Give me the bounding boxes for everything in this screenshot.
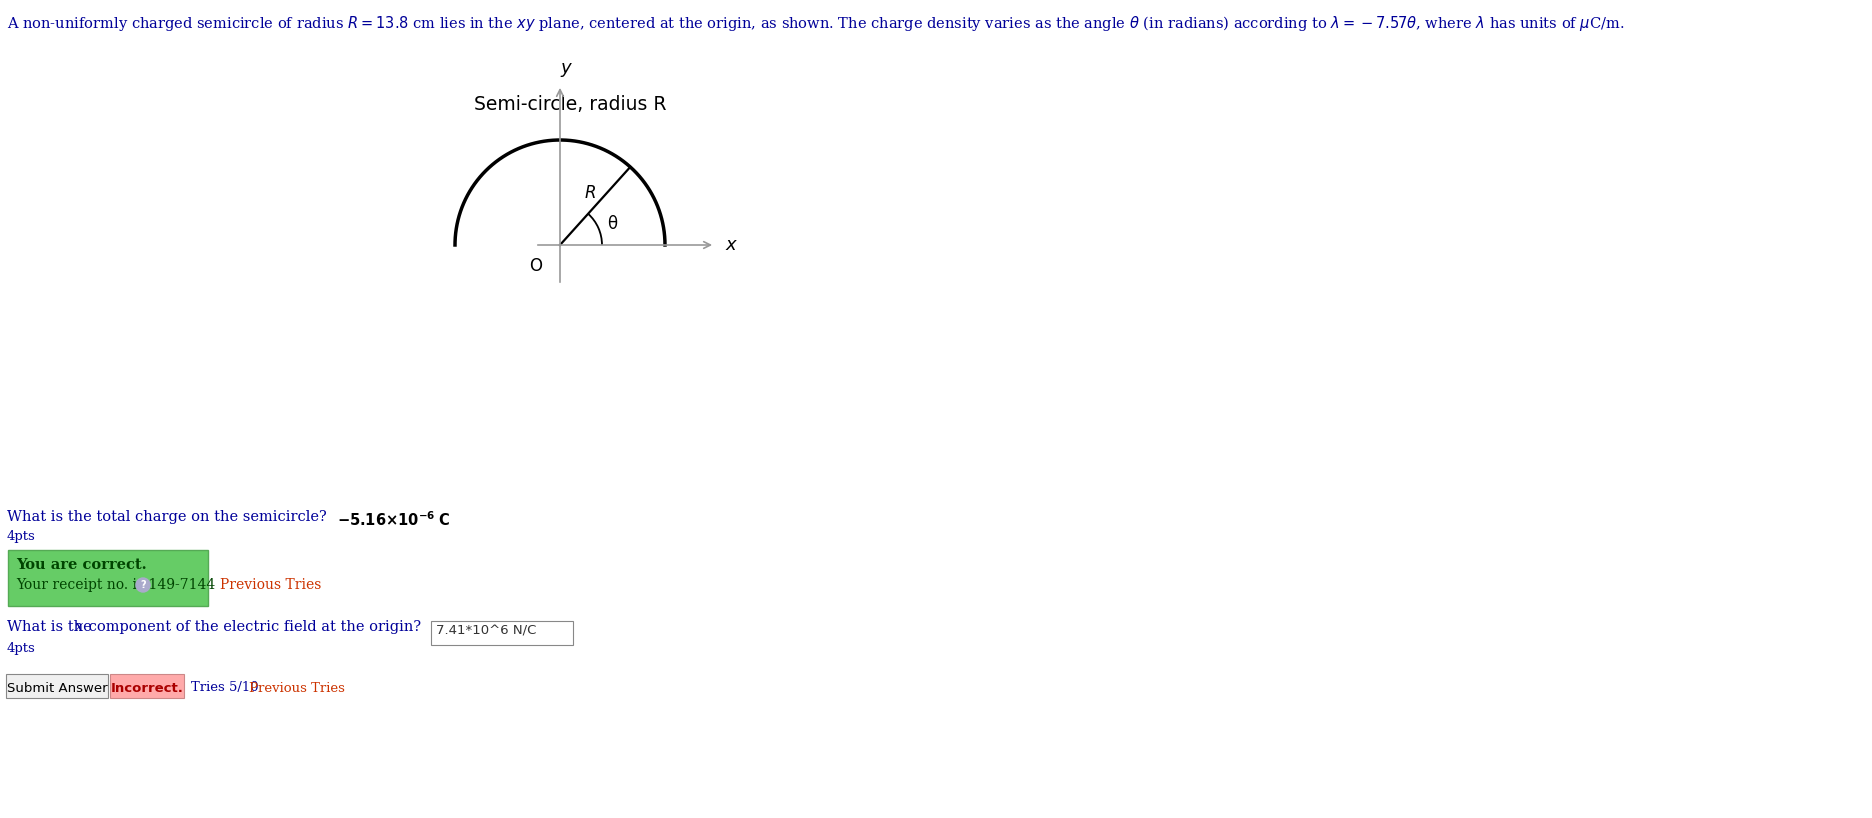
Text: y: y [562,59,571,77]
Text: ?: ? [140,580,146,590]
Circle shape [137,578,150,592]
Text: A non-uniformly charged semicircle of radius $R = 13.8$ cm lies in the $xy$ plan: A non-uniformly charged semicircle of ra… [7,14,1625,33]
Text: Tries 5/10: Tries 5/10 [191,681,262,694]
Text: What is the total charge on the semicircle?: What is the total charge on the semicirc… [7,510,331,524]
FancyBboxPatch shape [7,550,208,606]
FancyBboxPatch shape [431,621,573,645]
Text: Submit Answer: Submit Answer [7,681,107,694]
Text: $\mathbf{-5.16}$$\mathbf{\times}$$\mathbf{10^{-6}}$ $\mathbf{C}$: $\mathbf{-5.16}$$\mathbf{\times}$$\mathb… [337,510,451,528]
Text: Previous Tries: Previous Tries [221,578,322,592]
Text: component of the electric field at the origin?: component of the electric field at the o… [84,620,421,634]
Text: 4pts: 4pts [7,530,36,543]
Text: Semi-circle, radius R: Semi-circle, radius R [474,95,666,114]
Text: x: x [75,620,82,634]
Text: 4pts: 4pts [7,642,36,655]
Text: Previous Tries: Previous Tries [249,681,344,694]
FancyBboxPatch shape [110,674,183,698]
Text: 7.41*10^6 N/C: 7.41*10^6 N/C [436,625,537,638]
Text: R: R [584,184,595,202]
FancyBboxPatch shape [6,674,109,698]
Text: You are correct.: You are correct. [17,558,146,572]
Text: Your receipt no. is 149-7144: Your receipt no. is 149-7144 [17,578,215,592]
Text: θ: θ [608,215,618,233]
Text: What is the: What is the [7,620,95,634]
Text: Incorrect.: Incorrect. [110,681,183,694]
Text: x: x [724,236,736,254]
Text: O: O [530,257,543,275]
